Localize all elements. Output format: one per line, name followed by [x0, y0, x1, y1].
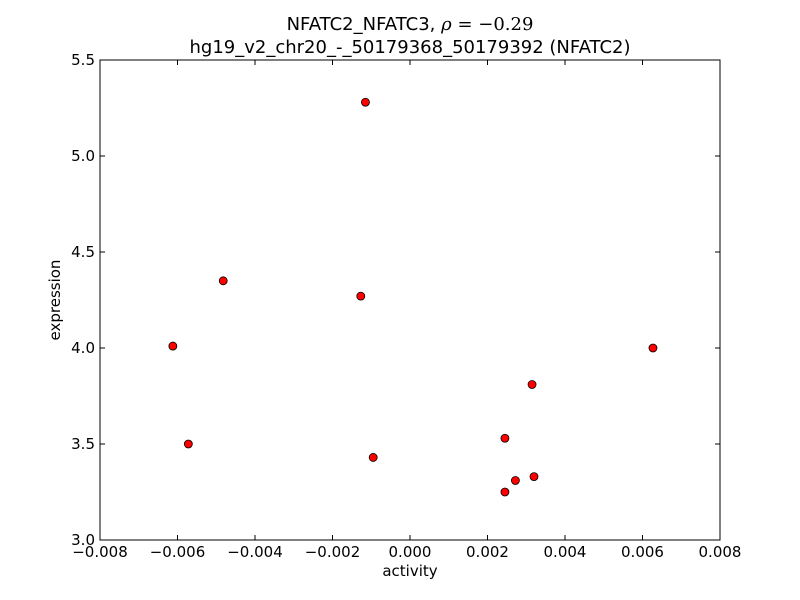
y-tick-label: 3.5 — [71, 435, 95, 453]
x-tick-label: 0.004 — [544, 543, 587, 561]
data-point — [218, 276, 228, 286]
title-rho-value: = −0.29 — [452, 14, 534, 35]
data-points — [168, 97, 658, 497]
y-axis-label: expression — [46, 260, 64, 341]
data-point — [511, 476, 520, 485]
x-tick-label: −0.002 — [305, 543, 361, 561]
y-tick-label: 4.0 — [71, 339, 95, 357]
chart-subtitle: hg19_v2_chr20_-_50179368_50179392 (NFATC… — [190, 37, 631, 58]
data-point — [527, 380, 537, 389]
x-tick-label: 0.008 — [699, 543, 742, 561]
plot-frame — [99, 59, 721, 541]
y-tick-label: 4.5 — [71, 243, 95, 261]
y-tick-label: 5.0 — [71, 147, 95, 165]
data-point — [529, 472, 539, 482]
data-point — [356, 291, 366, 301]
data-point — [500, 433, 510, 443]
x-axis-label: activity — [382, 562, 437, 580]
x-tick-label: 0.006 — [621, 543, 664, 561]
x-tick-label: −0.006 — [150, 543, 206, 561]
data-point — [361, 97, 370, 107]
title-rho-symbol: ρ — [440, 14, 452, 35]
data-point — [168, 341, 178, 351]
y-tick-label: 3.0 — [71, 531, 95, 549]
x-tick-label: −0.004 — [227, 543, 283, 561]
data-point — [500, 487, 510, 497]
x-tick-label: 0.002 — [466, 543, 509, 561]
data-point — [368, 453, 378, 462]
title-prefix: NFATC2_NFATC3, — [287, 14, 442, 35]
axis-ticks: −0.008 −0.006 −0.004 −0.002 0.000 0.002 0.004 0… — [71, 51, 741, 561]
y-tick-label: 5.5 — [71, 51, 95, 69]
data-point — [183, 439, 193, 449]
x-tick-label: 0.000 — [389, 543, 432, 561]
chart-title: NFATC2_NFATC3, ρ = −0.29 — [287, 14, 534, 35]
data-point — [648, 343, 658, 353]
x-tick-label: −0.008 — [72, 543, 128, 561]
